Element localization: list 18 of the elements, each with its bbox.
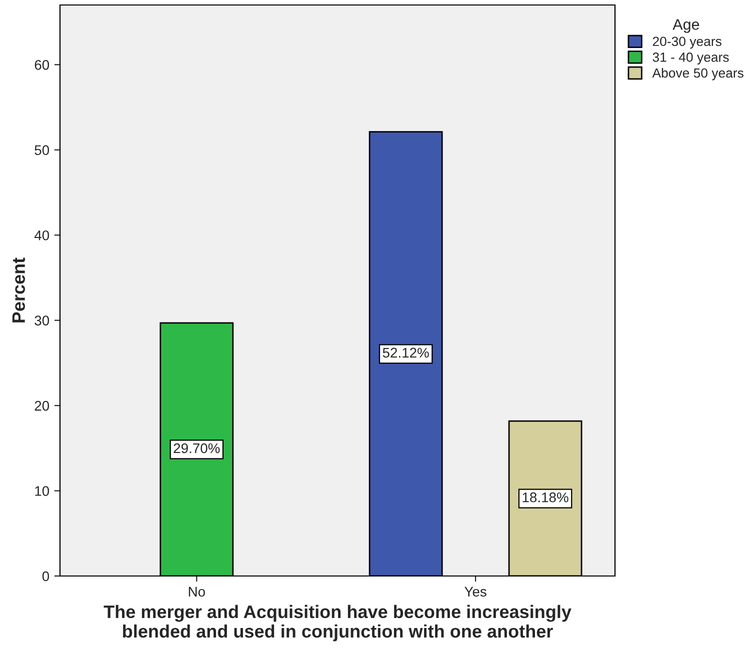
y-tick-label: 60	[34, 60, 50, 70]
data-label: 52.12%	[382, 348, 429, 358]
y-tick-label: 10	[35, 486, 50, 496]
legend-title: Age	[672, 19, 700, 33]
legend-label: 20-30 years	[652, 36, 722, 49]
data-label: 29.70%	[174, 443, 220, 454]
x-axis-title: The merger and Acquisition have become increasingly blended and used in conjunction with one another	[104, 604, 572, 642]
y-tick-label: 50	[34, 145, 50, 156]
x-tick-label: No	[188, 586, 205, 597]
x-tick-label: Yes	[464, 586, 486, 597]
y-tick-label: 20	[34, 400, 50, 411]
legend-label: 31 - 40 years	[652, 52, 729, 64]
y-tick-label: 0	[42, 571, 50, 582]
data-label: 18.18%	[522, 492, 568, 502]
legend-label: Above 50 years	[652, 68, 744, 80]
y-axis-title: Percent	[12, 258, 26, 322]
y-tick-label: 30	[34, 316, 50, 326]
y-tick-label: 40	[34, 230, 50, 240]
